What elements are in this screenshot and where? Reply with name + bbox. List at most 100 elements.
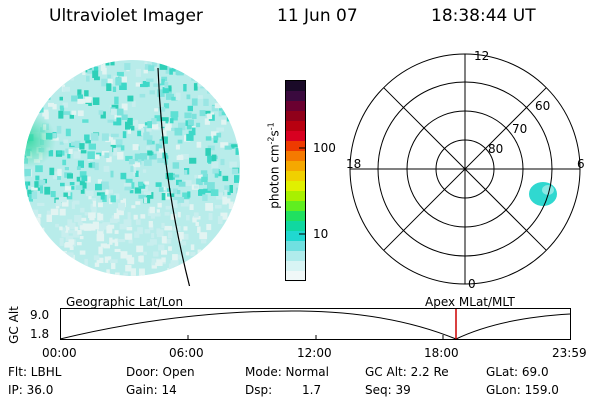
emission-speck [113, 75, 119, 79]
emission-speck [91, 206, 97, 214]
emission-speck [74, 285, 81, 286]
emission-speck [36, 82, 41, 86]
emission-speck [179, 272, 184, 276]
emission-speck [37, 75, 44, 79]
emission-speck [137, 227, 143, 235]
emission-speck [68, 278, 74, 282]
emission-speck [146, 139, 153, 145]
emission-speck [226, 222, 233, 230]
emission-speck [158, 187, 164, 192]
emission-speck [151, 262, 157, 269]
emission-speck [101, 78, 108, 87]
emission-speck [76, 176, 81, 182]
emission-speck [177, 139, 183, 144]
emission-speck [120, 251, 128, 259]
emission-speck [31, 76, 37, 80]
emission-speck [26, 109, 35, 116]
emission-speck [61, 72, 68, 79]
emission-speck [201, 239, 207, 244]
emission-speck [187, 191, 191, 198]
emission-speck [206, 60, 212, 62]
emission-speck [143, 126, 150, 134]
emission-speck [184, 112, 192, 119]
emission-speck [90, 203, 94, 210]
emission-speck [177, 211, 181, 218]
emission-speck [226, 97, 235, 104]
emission-speck [79, 250, 86, 255]
emission-speck [62, 86, 70, 92]
emission-speck [130, 125, 135, 131]
emission-speck [193, 212, 199, 218]
emission-speck [84, 258, 88, 266]
emission-speck [167, 188, 171, 192]
emission-speck [85, 280, 89, 285]
emission-speck [124, 186, 132, 191]
emission-speck [215, 65, 221, 71]
emission-speck [96, 257, 104, 264]
emission-speck [228, 143, 232, 147]
emission-speck [96, 152, 102, 157]
emission-speck [56, 269, 61, 275]
timeline-xtick-2359: 23:59 [552, 346, 587, 360]
emission-speck [216, 127, 224, 132]
emission-speck [107, 119, 115, 123]
emission-speck [43, 93, 51, 100]
emission-speck [172, 188, 178, 194]
emission-speck [218, 66, 226, 74]
emission-speck [77, 94, 83, 99]
emission-speck [191, 127, 196, 134]
emission-speck [202, 71, 207, 77]
emission-speck [223, 240, 229, 247]
emission-speck [71, 95, 79, 102]
emission-speck [44, 68, 51, 75]
emission-speck [135, 68, 141, 77]
emission-speck [77, 98, 86, 104]
timeline-xtick-0600: 06:00 [169, 346, 204, 360]
emission-speck [72, 230, 80, 238]
emission-speck [244, 282, 250, 286]
emission-speck [111, 239, 117, 243]
emission-speck [119, 76, 127, 84]
emission-speck [194, 174, 198, 179]
colorbar-segment [286, 251, 305, 262]
emission-speck [147, 279, 151, 285]
emission-speck [40, 250, 46, 255]
emission-speck [34, 230, 38, 236]
emission-speck [247, 150, 251, 157]
emission-speck [158, 244, 165, 251]
emission-speck [249, 123, 250, 130]
emission-speck [239, 96, 240, 102]
emission-speck [243, 65, 247, 72]
emission-speck [169, 68, 173, 75]
emission-speck [207, 63, 212, 71]
emission-speck [222, 268, 229, 272]
emission-speck [247, 101, 250, 107]
emission-speck [107, 256, 112, 261]
emission-speck [190, 244, 195, 251]
emission-speck [41, 62, 46, 70]
emission-speck [237, 243, 240, 252]
emission-speck [51, 75, 58, 80]
emission-speck [107, 224, 115, 229]
emission-speck [114, 96, 119, 105]
emission-speck [156, 228, 161, 234]
emission-speck [223, 254, 231, 260]
emission-speck [170, 260, 179, 267]
emission-speck [189, 204, 194, 210]
emission-speck [188, 259, 194, 266]
emission-speck [105, 189, 113, 194]
emission-speck [133, 167, 137, 173]
emission-speck [130, 268, 136, 276]
emission-speck [157, 202, 162, 208]
emission-speck [98, 110, 104, 115]
emission-speck [239, 210, 240, 218]
emission-speck [138, 194, 147, 199]
emission-speck [24, 67, 32, 75]
emission-speck [127, 95, 134, 102]
emission-speck [106, 156, 112, 163]
colorbar-segment [286, 121, 305, 132]
emission-speck [24, 124, 27, 130]
emission-speck [203, 98, 209, 106]
emission-speck [77, 221, 83, 226]
emission-speck [225, 275, 229, 276]
